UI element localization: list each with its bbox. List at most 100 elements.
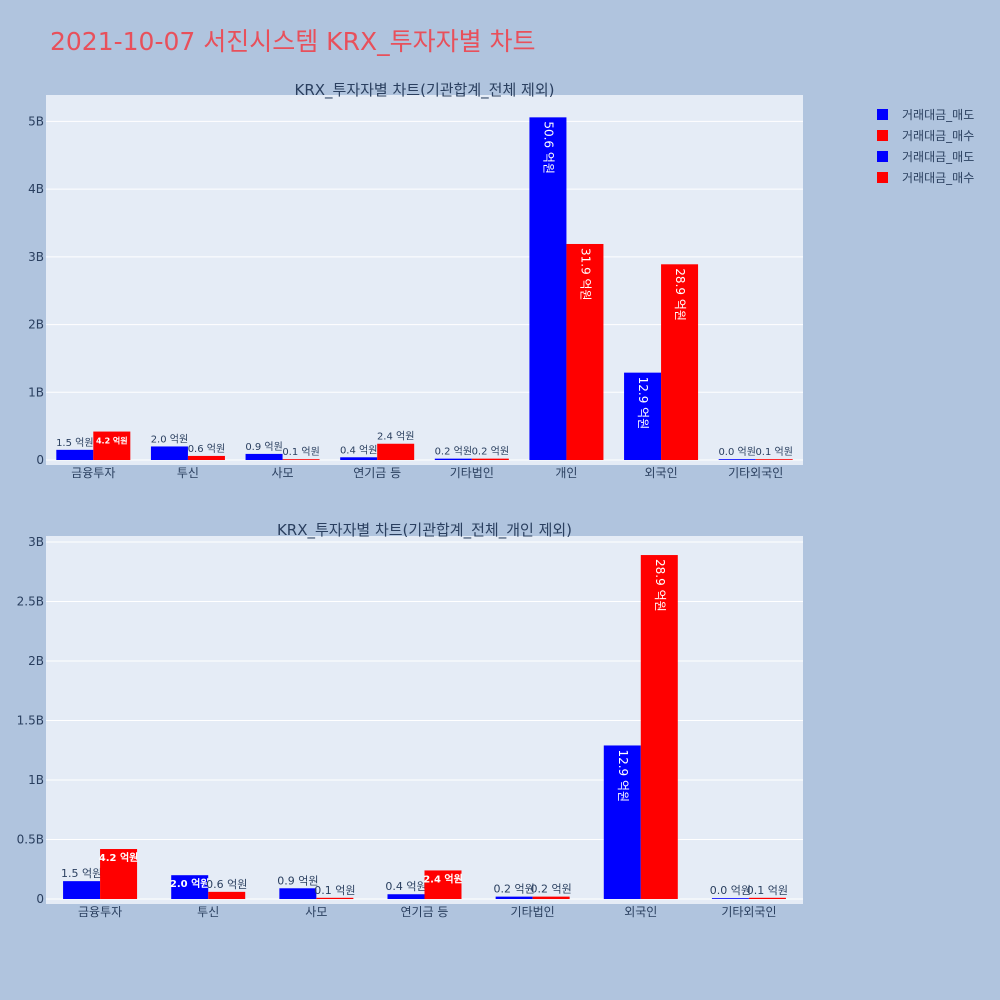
data-label: 2.4 억원 <box>423 872 463 885</box>
bar <box>282 459 320 460</box>
bar <box>718 459 756 460</box>
y-tick-label: 2B <box>28 318 44 332</box>
x-tick-label: 금융투자 <box>78 905 122 919</box>
bar <box>63 881 101 899</box>
y-tick-label: 1B <box>28 773 44 787</box>
data-label: 1.5 억원 <box>61 867 102 880</box>
data-label: 12.9 억원 <box>636 377 650 430</box>
bar <box>711 898 749 899</box>
legend-swatch <box>877 130 888 141</box>
data-label: 0.9 억원 <box>245 441 282 453</box>
y-tick-label: 4B <box>28 182 44 196</box>
legend-swatch <box>877 109 888 120</box>
data-label: 31.9 억원 <box>578 248 592 301</box>
bar <box>316 897 354 899</box>
data-label: 2.4 억원 <box>377 431 414 443</box>
data-label: 28.9 억원 <box>653 559 667 612</box>
bar <box>56 449 94 460</box>
bar <box>495 896 533 899</box>
bar <box>150 446 188 460</box>
bar <box>424 870 462 899</box>
bar <box>532 896 570 899</box>
x-tick-label: 외국인 <box>624 905 657 919</box>
x-tick-label: 외국인 <box>645 466 678 480</box>
bar <box>566 243 604 460</box>
y-tick-label: 0 <box>36 892 44 906</box>
bar <box>755 459 793 460</box>
bar <box>208 891 246 899</box>
data-label: 0.6 억원 <box>206 878 247 891</box>
bar <box>187 455 225 460</box>
data-label: 0.9 억원 <box>277 874 318 887</box>
data-label: 12.9 억원 <box>616 749 630 802</box>
bar <box>100 849 138 899</box>
y-tick-label: 2.5B <box>17 594 44 608</box>
x-tick-label: 기타법인 <box>450 466 494 480</box>
x-tick-label: 연기금 등 <box>401 905 449 919</box>
page-title: 2021-10-07 서진시스템 KRX_투자자별 차트 <box>50 27 536 56</box>
bar <box>748 897 786 899</box>
data-label: 0.1 억원 <box>755 446 792 458</box>
legend-label: 거래대금_매수 <box>902 171 974 185</box>
data-label: 0.2 억원 <box>472 446 509 458</box>
x-tick-label: 기타법인 <box>511 905 555 919</box>
data-label: 2.0 억원 <box>170 877 210 890</box>
bar <box>340 457 378 460</box>
legend-label: 거래대금_매수 <box>902 129 974 143</box>
legend-label: 거래대금_매도 <box>902 150 974 164</box>
y-tick-label: 5B <box>28 114 44 128</box>
data-label: 1.5 억원 <box>56 437 93 449</box>
x-tick-label: 연기금 등 <box>353 466 401 480</box>
data-label: 4.2 억원 <box>99 851 139 864</box>
bar <box>624 372 662 460</box>
bar <box>434 458 472 460</box>
x-tick-label: 투신 <box>177 466 199 480</box>
bar <box>640 555 678 899</box>
chart-panel-2: 0 0.5B 1B 1.5B 2B 2.5B 3B KRX_투자자별 차트(기관합계_전체_개… <box>17 521 803 919</box>
x-tick-label: 개인 <box>555 466 577 480</box>
x-tick-label: 금융투자 <box>71 466 115 480</box>
y-tick-label: 3B <box>28 250 44 264</box>
data-label: 0.0 억원 <box>710 884 751 897</box>
chart-panel-1: 0 1B 2B 3B 4B 5B KRX_투자자별 차트(기관합계_전체 제외) 금융투자 1.… <box>28 81 803 480</box>
bar <box>171 875 209 899</box>
data-label: 28.9 억원 <box>673 268 687 321</box>
bar <box>387 894 425 899</box>
x-tick-label: 기타외국인 <box>728 466 783 480</box>
x-tick-label: 투신 <box>197 905 219 919</box>
bar <box>529 117 567 461</box>
data-label: 0.1 억원 <box>282 446 319 458</box>
legend-swatch <box>877 172 888 183</box>
y-tick-label: 1B <box>28 385 44 399</box>
y-tick-label: 2B <box>28 654 44 668</box>
data-label: 0.2 억원 <box>531 883 572 896</box>
data-label: 0.1 억원 <box>314 884 355 897</box>
bar <box>377 443 415 460</box>
chart-title: KRX_투자자별 차트(기관합계_전체 제외) <box>295 81 555 100</box>
data-label: 0.0 억원 <box>718 446 755 458</box>
y-tick-label: 3B <box>28 535 44 549</box>
chart-title: KRX_투자자별 차트(기관합계_전체_개인 제외) <box>277 521 572 540</box>
y-tick-label: 0 <box>36 453 44 467</box>
bar <box>471 458 509 460</box>
bar <box>279 888 317 899</box>
data-label: 0.2 억원 <box>435 446 472 458</box>
bar <box>603 745 641 899</box>
data-label: 50.6 억원 <box>541 121 555 174</box>
data-label: 0.4 억원 <box>340 444 377 456</box>
data-label: 2.0 억원 <box>151 433 188 445</box>
data-label: 0.4 억원 <box>385 880 426 893</box>
x-tick-label: 사모 <box>272 466 294 480</box>
data-label: 4.2 억원 <box>96 436 128 446</box>
y-tick-label: 0.5B <box>17 832 44 846</box>
bar <box>245 453 283 460</box>
y-tick-label: 1.5B <box>17 713 44 727</box>
data-label: 0.2 억원 <box>494 883 535 896</box>
data-label: 0.6 억원 <box>188 443 225 455</box>
x-tick-label: 기타외국인 <box>721 905 776 919</box>
bar <box>661 264 699 460</box>
legend-swatch <box>877 151 888 162</box>
bar <box>93 431 131 460</box>
